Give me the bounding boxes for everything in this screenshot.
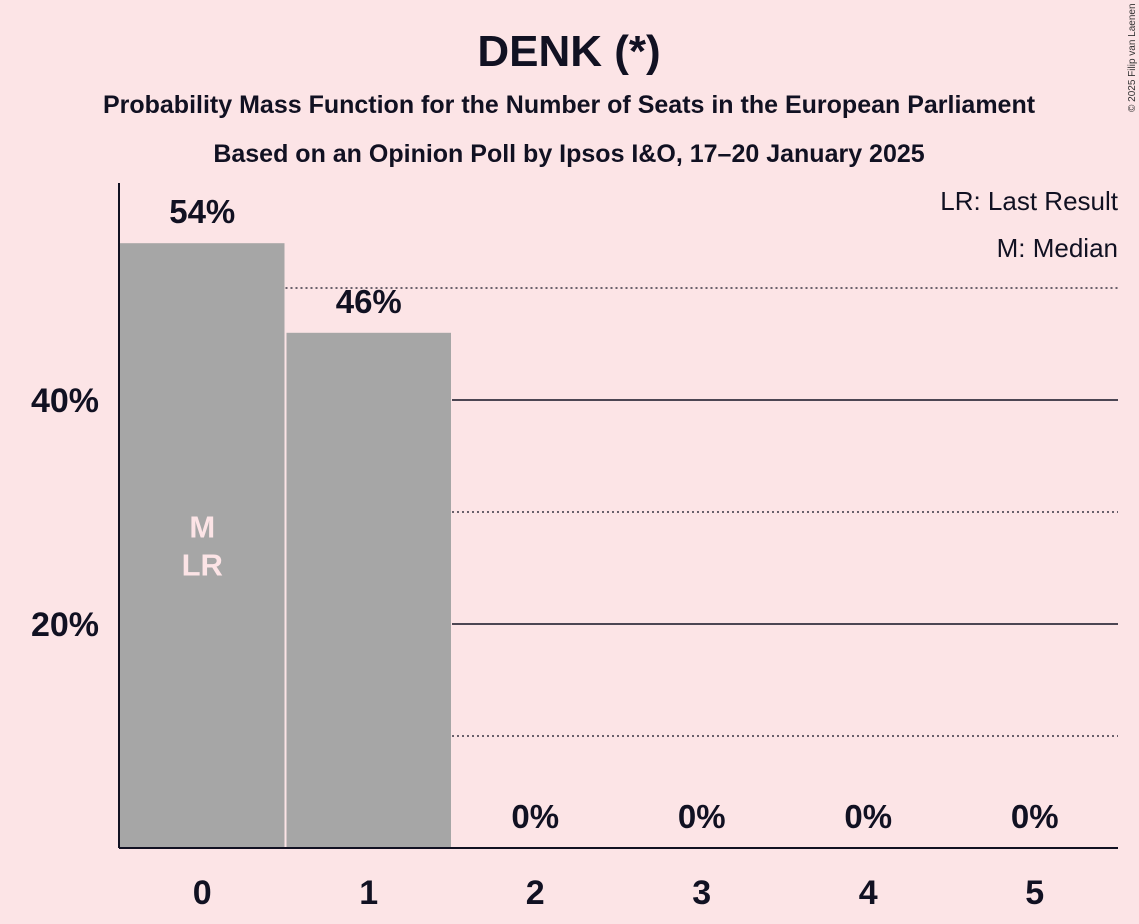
legend-median: M: Median [997,233,1118,263]
x-tick-label: 3 [692,874,711,912]
bar-value-label: 54% [169,193,235,230]
x-tick-label: 5 [1025,874,1044,912]
bar-annotation: LR [182,548,223,583]
y-tick-label: 40% [31,382,99,420]
bars [120,243,451,848]
bar-value-label: 0% [1011,798,1059,835]
x-tick-label: 2 [526,874,545,912]
y-tick-label: 20% [31,606,99,644]
chart-subtitle: Probability Mass Function for the Number… [103,91,1036,119]
gridlines [285,287,1118,737]
bar-value-label: 0% [511,798,559,835]
bar [120,243,285,848]
legend-last-result: LR: Last Result [940,186,1119,216]
chart-title: DENK (*) [477,27,660,76]
x-tick-label: 0 [193,874,212,912]
chart-subtitle-2: Based on an Opinion Poll by Ipsos I&O, 1… [213,140,924,168]
bar [286,332,451,848]
copyright: © 2025 Filip van Laenen [1127,3,1138,112]
bar-value-label: 0% [678,798,726,835]
bar-value-label: 46% [336,283,402,320]
axes [118,183,1118,849]
x-tick-label: 4 [859,874,878,912]
bar-value-label: 0% [844,798,892,835]
x-tick-label: 1 [359,874,378,912]
bar-annotation: M [189,510,215,545]
